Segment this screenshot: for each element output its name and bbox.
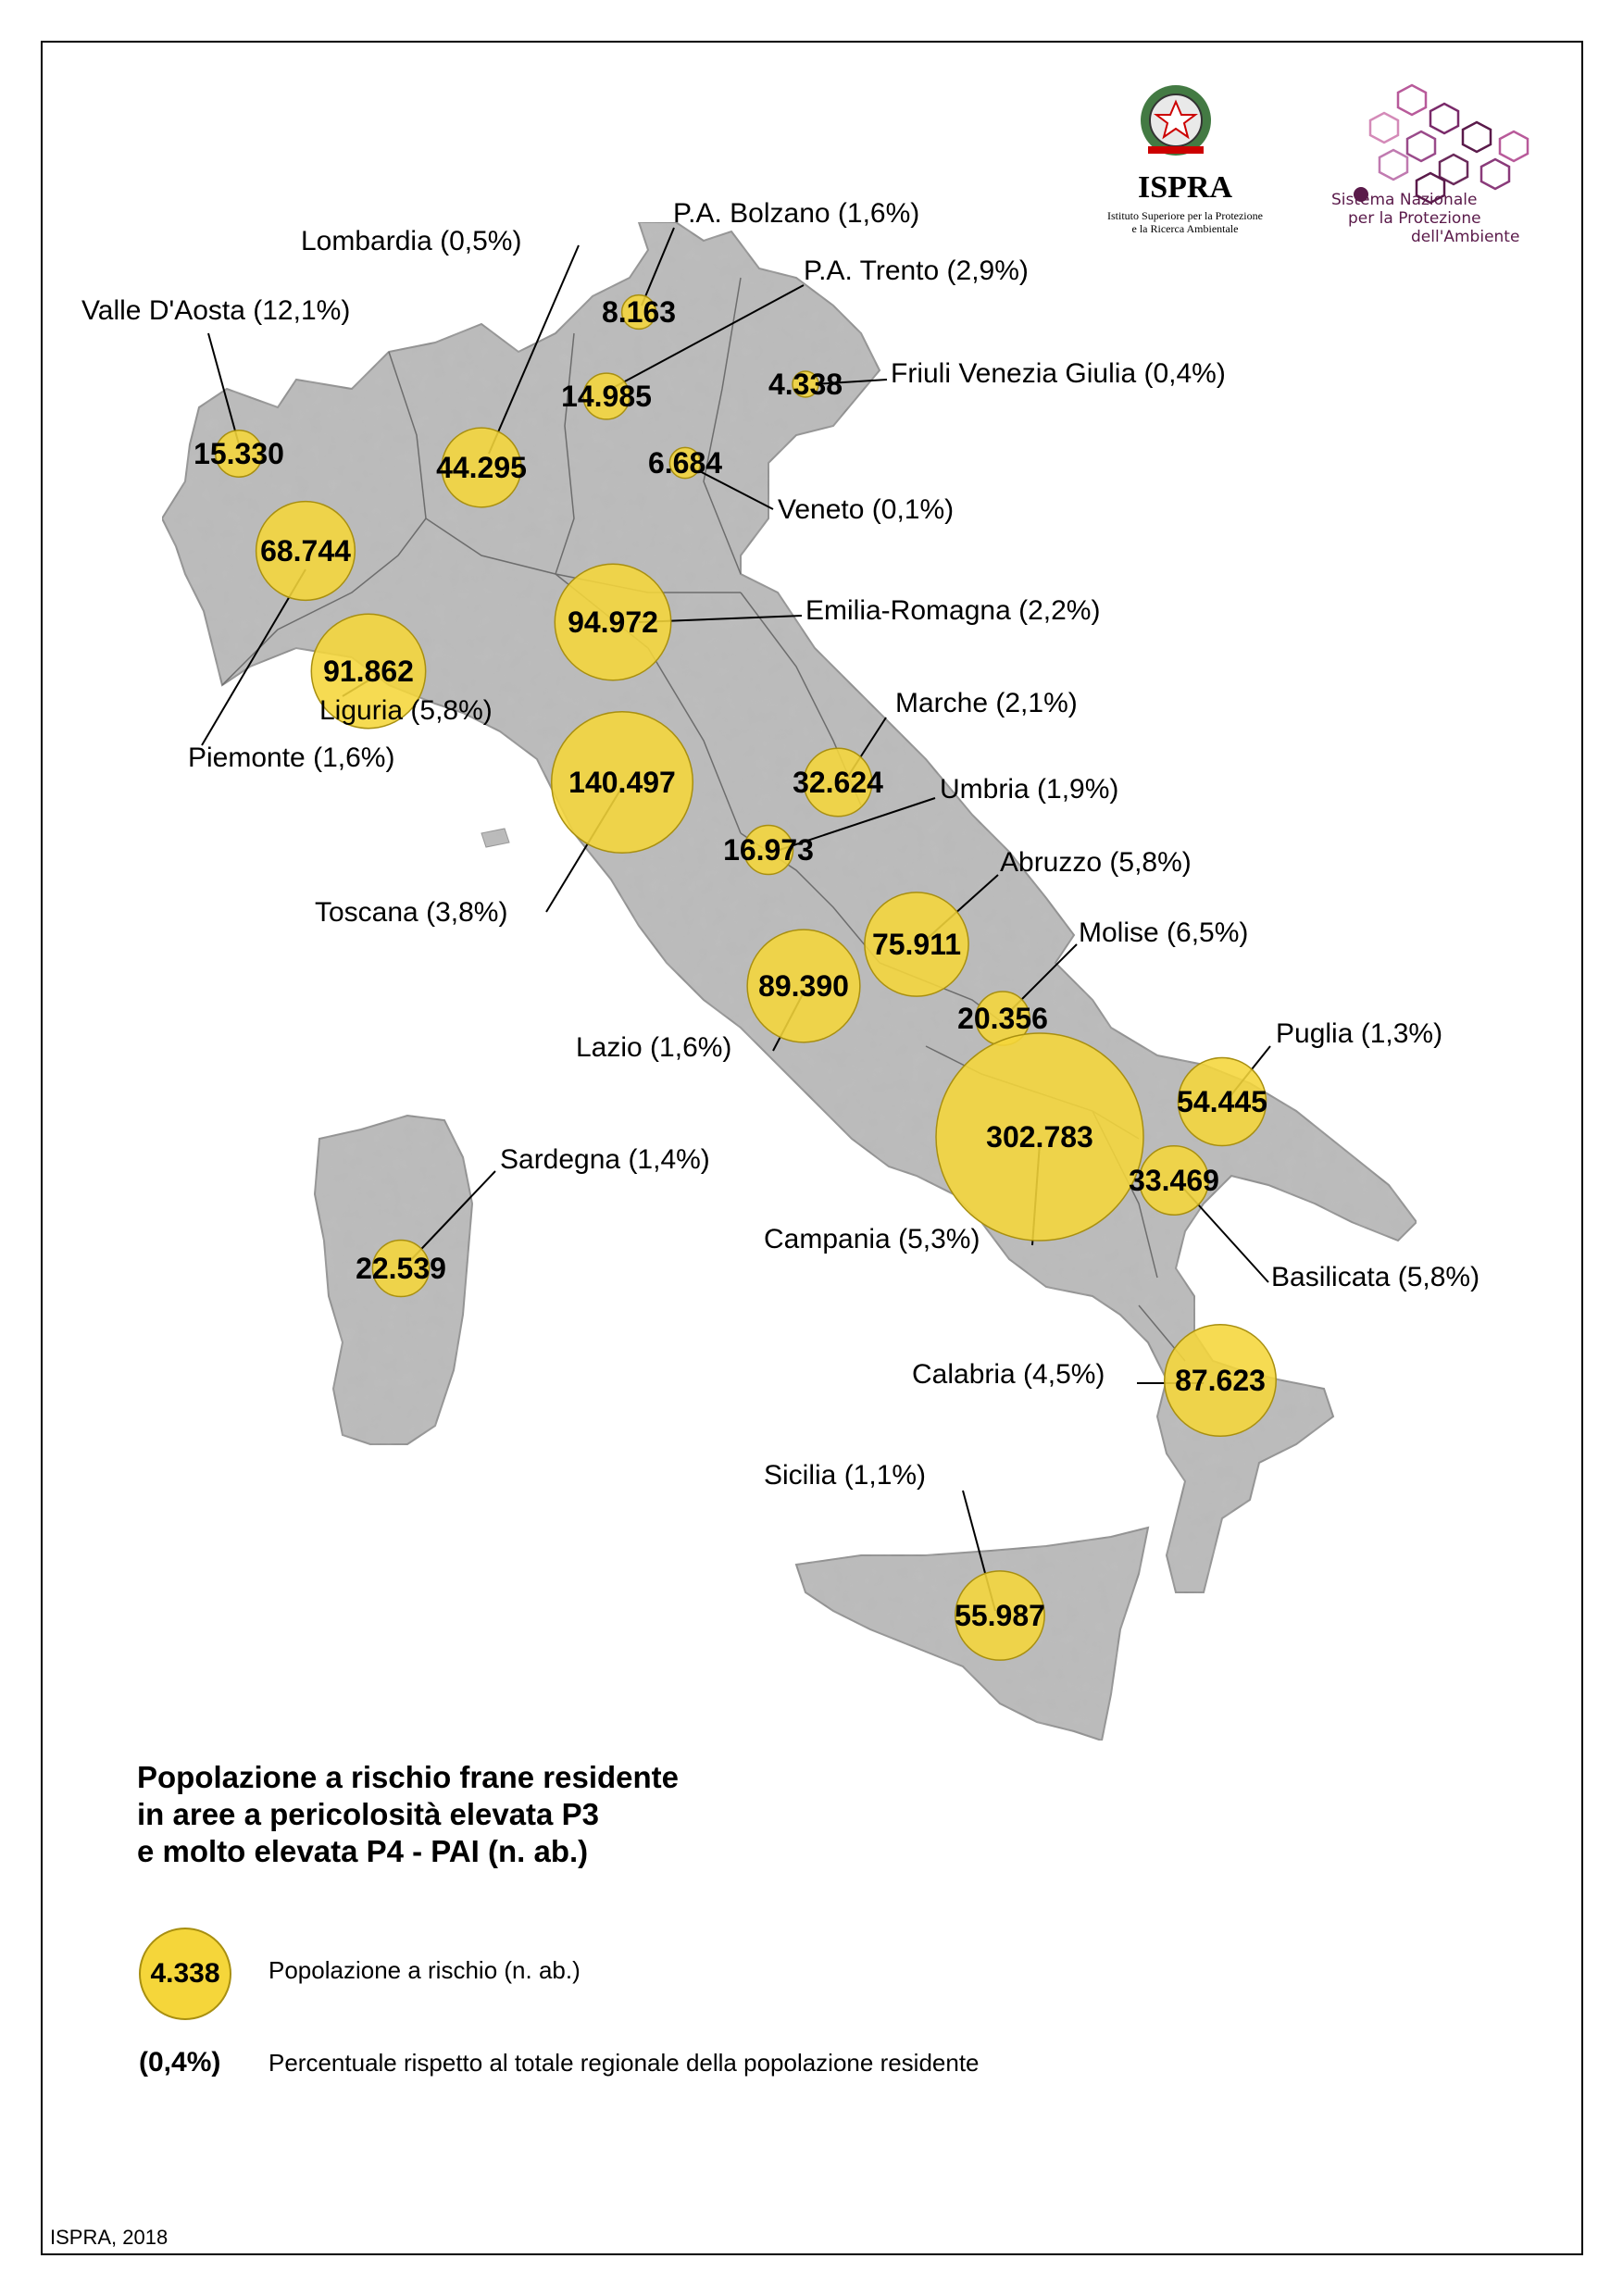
value-abruzzo: 75.911 bbox=[872, 928, 961, 961]
label-marche: Marche (2,1%) bbox=[895, 688, 1078, 718]
bubble-p-a-bolzano bbox=[620, 293, 657, 331]
value-lombardia: 44.295 bbox=[436, 451, 527, 484]
population-bubbles bbox=[215, 293, 1278, 1661]
value-molise: 20.356 bbox=[957, 1002, 1048, 1035]
value-sicilia: 55.987 bbox=[955, 1599, 1045, 1632]
land-layer bbox=[160, 221, 1418, 1742]
elba-island bbox=[481, 828, 510, 848]
snpa-hexagon-network-icon bbox=[1354, 83, 1529, 205]
map-frame bbox=[41, 41, 1583, 2255]
value-emilia-romagna: 94.972 bbox=[568, 605, 658, 639]
label-basilicata: Basilicata (5,8%) bbox=[1271, 1262, 1479, 1292]
italian-republic-emblem-icon bbox=[1141, 85, 1211, 156]
legend-title: Popolazione a rischio frane residente in… bbox=[137, 1760, 679, 1868]
legend-percentage-sample: (0,4%) bbox=[139, 2047, 221, 2078]
bubble-lombardia bbox=[441, 427, 522, 508]
bubble-valle-d-aosta bbox=[215, 430, 263, 478]
value-sardegna: 22.539 bbox=[356, 1252, 446, 1285]
leader-line-p-a-bolzano bbox=[641, 227, 675, 306]
bubble-abruzzo bbox=[864, 892, 969, 997]
bubble-toscana bbox=[550, 710, 694, 855]
value-p-a-trento: 14.985 bbox=[561, 380, 652, 413]
value-calabria: 87.623 bbox=[1175, 1364, 1266, 1397]
label-piemonte: Piemonte (1,6%) bbox=[188, 742, 394, 773]
value-lazio: 89.390 bbox=[758, 969, 849, 1003]
credit: ISPRA, 2018 bbox=[50, 2226, 169, 2249]
label-molise: Molise (6,5%) bbox=[1079, 917, 1248, 948]
leader-line-friuli-venezia-giulia bbox=[814, 379, 888, 385]
bubble-marche bbox=[803, 747, 873, 817]
label-valle-d-aosta: Valle D'Aosta (12,1%) bbox=[81, 295, 350, 326]
label-sicilia: Sicilia (1,1%) bbox=[764, 1460, 926, 1491]
value-toscana: 140.497 bbox=[568, 766, 676, 799]
value-veneto: 6.684 bbox=[648, 446, 722, 480]
value-puglia: 54.445 bbox=[1177, 1085, 1267, 1118]
region-labels: Valle D'Aosta (12,1%) Lombardia (0,5%) P.A… bbox=[81, 198, 1479, 1491]
leader-line-umbria bbox=[779, 797, 936, 851]
label-abruzzo: Abruzzo (5,8%) bbox=[1000, 847, 1192, 878]
snpa-logo-text: Sistema Nazionale per la Protezione dell… bbox=[1331, 191, 1520, 246]
bubble-calabria bbox=[1163, 1323, 1278, 1438]
leader-line-valle-d-aosta bbox=[207, 332, 240, 445]
ispra-logo-name: ISPRA bbox=[1137, 170, 1233, 205]
value-liguria: 91.862 bbox=[323, 655, 414, 688]
label-p-a-trento: P.A. Trento (2,9%) bbox=[804, 256, 1029, 286]
leader-line-p-a-trento bbox=[610, 284, 805, 390]
label-umbria: Umbria (1,9%) bbox=[940, 774, 1118, 805]
leader-line-veneto bbox=[692, 467, 774, 510]
bubble-p-a-trento bbox=[582, 372, 630, 420]
population-values: 15.330 44.295 8.163 14.985 4.338 6.684 68.744 9… bbox=[194, 295, 1267, 1632]
bubble-puglia bbox=[1177, 1056, 1267, 1147]
label-toscana: Toscana (3,8%) bbox=[315, 897, 507, 928]
bubble-campania bbox=[935, 1032, 1144, 1242]
value-valle-d-aosta: 15.330 bbox=[194, 437, 284, 470]
label-emilia-romagna: Emilia-Romagna (2,2%) bbox=[805, 595, 1100, 626]
label-veneto: Veneto (0,1%) bbox=[778, 494, 954, 525]
label-sardegna: Sardegna (1,4%) bbox=[500, 1144, 710, 1175]
value-campania: 302.783 bbox=[986, 1120, 1093, 1154]
label-campania: Campania (5,3%) bbox=[764, 1224, 980, 1254]
logos-area bbox=[1141, 83, 1529, 205]
leader-line-lombardia bbox=[488, 244, 580, 455]
bubble-sardegna bbox=[371, 1239, 431, 1298]
italy-mainland bbox=[160, 221, 1418, 1593]
value-marche: 32.624 bbox=[793, 766, 883, 799]
bubble-piemonte bbox=[255, 500, 356, 602]
legend-bubble-description: Popolazione a rischio (n. ab.) bbox=[268, 1956, 581, 1984]
bubble-basilicata bbox=[1139, 1145, 1209, 1216]
value-umbria: 16.973 bbox=[723, 833, 814, 867]
bubble-emilia-romagna bbox=[554, 563, 672, 681]
bubble-veneto bbox=[668, 446, 702, 480]
bubble-umbria bbox=[743, 824, 794, 876]
legend-bubble: 4.338 bbox=[139, 1928, 231, 2020]
legend-percentage-description: Percentuale rispetto al totale regionale… bbox=[268, 2049, 980, 2077]
leader-line-piemonte bbox=[201, 568, 306, 746]
leader-line-sardegna bbox=[406, 1170, 496, 1265]
value-piemonte: 68.744 bbox=[260, 534, 351, 568]
bubble-friuli-venezia-giulia bbox=[792, 370, 819, 398]
value-p-a-bolzano: 8.163 bbox=[602, 295, 676, 329]
bubble-liguria bbox=[310, 613, 427, 730]
label-friuli-venezia-giulia: Friuli Venezia Giulia (0,4%) bbox=[891, 358, 1226, 389]
value-basilicata: 33.469 bbox=[1129, 1164, 1219, 1197]
label-puglia: Puglia (1,3%) bbox=[1276, 1018, 1442, 1049]
value-friuli-venezia-giulia: 4.338 bbox=[768, 368, 843, 401]
bubble-lazio bbox=[746, 929, 861, 1043]
label-liguria: Liguria (5,8%) bbox=[319, 695, 493, 726]
ispra-logo-subtitle: Istituto Superiore per la Protezione e l… bbox=[1107, 209, 1263, 235]
label-lombardia: Lombardia (0,5%) bbox=[301, 226, 521, 256]
label-p-a-bolzano: P.A. Bolzano (1,6%) bbox=[673, 198, 919, 229]
label-calabria: Calabria (4,5%) bbox=[912, 1359, 1105, 1390]
label-lazio: Lazio (1,6%) bbox=[576, 1032, 731, 1063]
bubble-sicilia bbox=[955, 1570, 1045, 1661]
